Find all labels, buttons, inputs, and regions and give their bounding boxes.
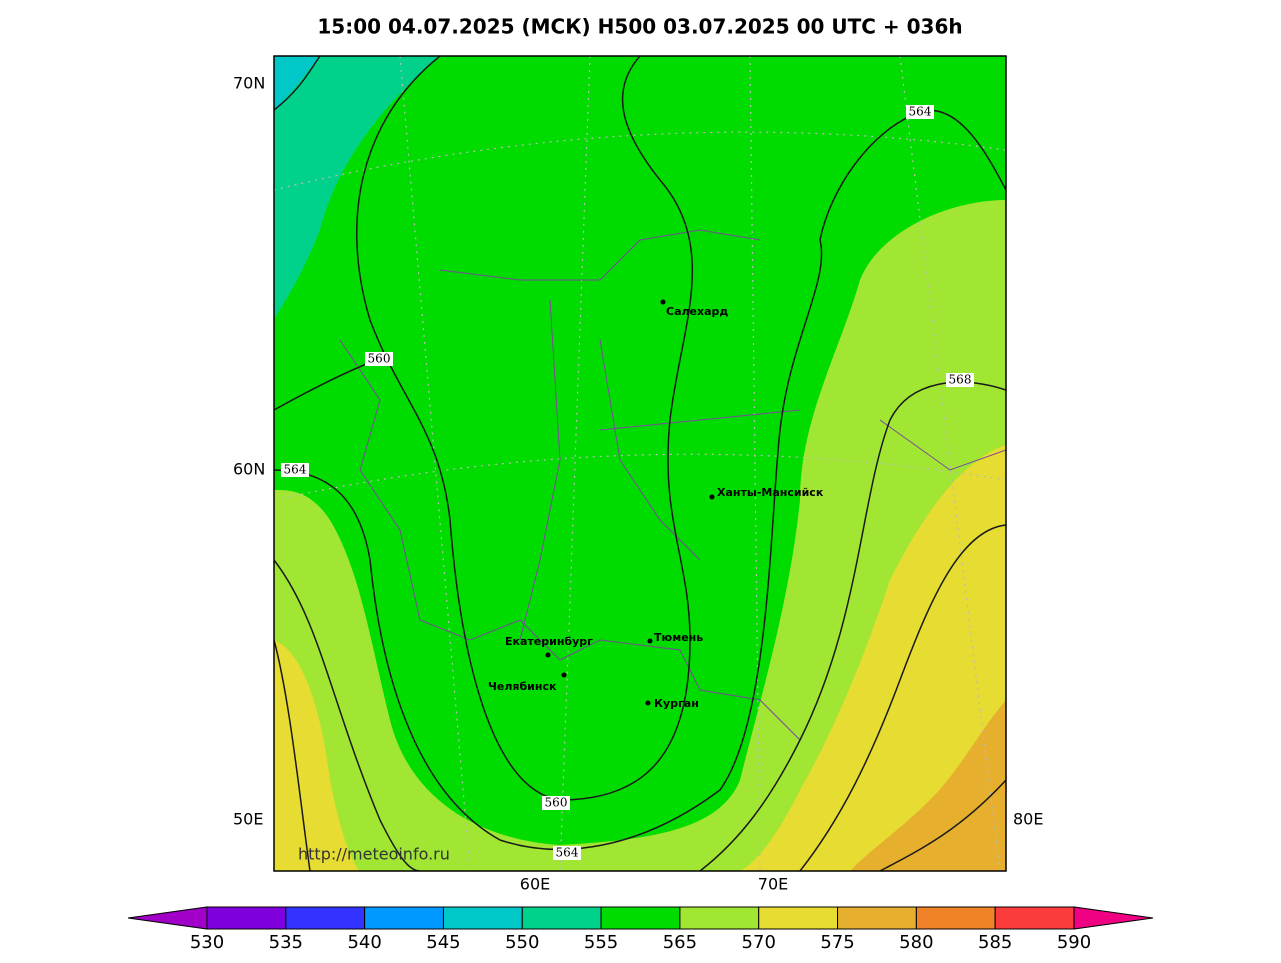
colorbar-label: 590 <box>1057 932 1091 953</box>
city-label: Тюмень <box>654 631 703 644</box>
field <box>274 640 360 871</box>
contour-564 <box>274 109 1006 851</box>
watermark: http://meteoinfo.ru <box>298 845 450 864</box>
map-frame <box>273 55 1007 872</box>
city-label: Екатеринбург <box>505 635 593 648</box>
contour-label: 564 <box>909 105 932 119</box>
map: 564 560 568 564 560 564 Салехард Ханты-М… <box>274 56 1006 871</box>
contour-568 <box>699 381 1006 871</box>
contour-labels: 564 560 568 564 560 564 <box>281 105 974 860</box>
contour-label: 560 <box>545 796 568 810</box>
city-label: Челябинск <box>488 680 557 693</box>
lon-label: 70E <box>758 875 788 894</box>
colorbar-segment <box>521 906 602 930</box>
colorbar-label: 565 <box>663 932 697 953</box>
colorbar-label: 555 <box>584 932 618 953</box>
colorbar-label: 570 <box>742 932 776 953</box>
colorbar: 530 535 540 545 550 555 565 570 575 580 585 590 <box>127 906 1154 953</box>
borders <box>339 229 1006 741</box>
colorbar-segment <box>915 906 996 930</box>
colorbar-label: 545 <box>426 932 460 953</box>
colorbar-label: 550 <box>505 932 539 953</box>
colorbar-label: 530 <box>190 932 224 953</box>
field <box>740 445 1006 871</box>
colorbar-over <box>1073 906 1154 930</box>
city-label: Салехард <box>666 305 728 318</box>
contour-label: 564 <box>556 846 579 860</box>
title: 15:00 04.07.2025 (МСК) H500 03.07.2025 0… <box>317 15 962 39</box>
field <box>274 56 440 320</box>
field <box>274 56 320 110</box>
contour-label: 568 <box>949 373 972 387</box>
colorbar-label: 580 <box>899 932 933 953</box>
lat-label: 70N <box>233 74 265 93</box>
contour <box>274 56 421 871</box>
contour <box>274 524 1006 871</box>
lon-label: 80E <box>1013 810 1043 829</box>
city-label: Курган <box>654 697 699 710</box>
colorbar-segment <box>600 906 681 930</box>
colorbar-segment <box>285 906 366 930</box>
colorbar-label: 585 <box>978 932 1012 953</box>
colorbar-under <box>127 906 208 930</box>
colorbar-segment <box>442 906 523 930</box>
colorbar-segment <box>758 906 839 930</box>
city-label: Ханты-Мансийск <box>717 486 824 499</box>
colorbar-label: 540 <box>347 932 381 953</box>
field <box>850 700 1006 871</box>
colorbar-segment <box>206 906 287 930</box>
contour-560 <box>356 56 694 801</box>
colorbar-segment <box>994 906 1075 930</box>
lat-label: 60N <box>233 460 265 479</box>
graticule <box>274 56 1006 871</box>
contour-label: 564 <box>284 463 307 477</box>
lon-label: 50E <box>233 810 263 829</box>
contour-label: 560 <box>368 352 391 366</box>
field <box>274 200 1006 871</box>
colorbar-segment <box>837 906 917 930</box>
cities: Салехард Ханты-Мансийск Тюмень Екатеринб… <box>488 299 824 710</box>
colorbar-label: 535 <box>269 932 303 953</box>
lon-label: 60E <box>520 875 550 894</box>
colorbar-segment <box>364 906 444 930</box>
colorbar-label: 575 <box>820 932 854 953</box>
colorbar-segment <box>679 906 760 930</box>
